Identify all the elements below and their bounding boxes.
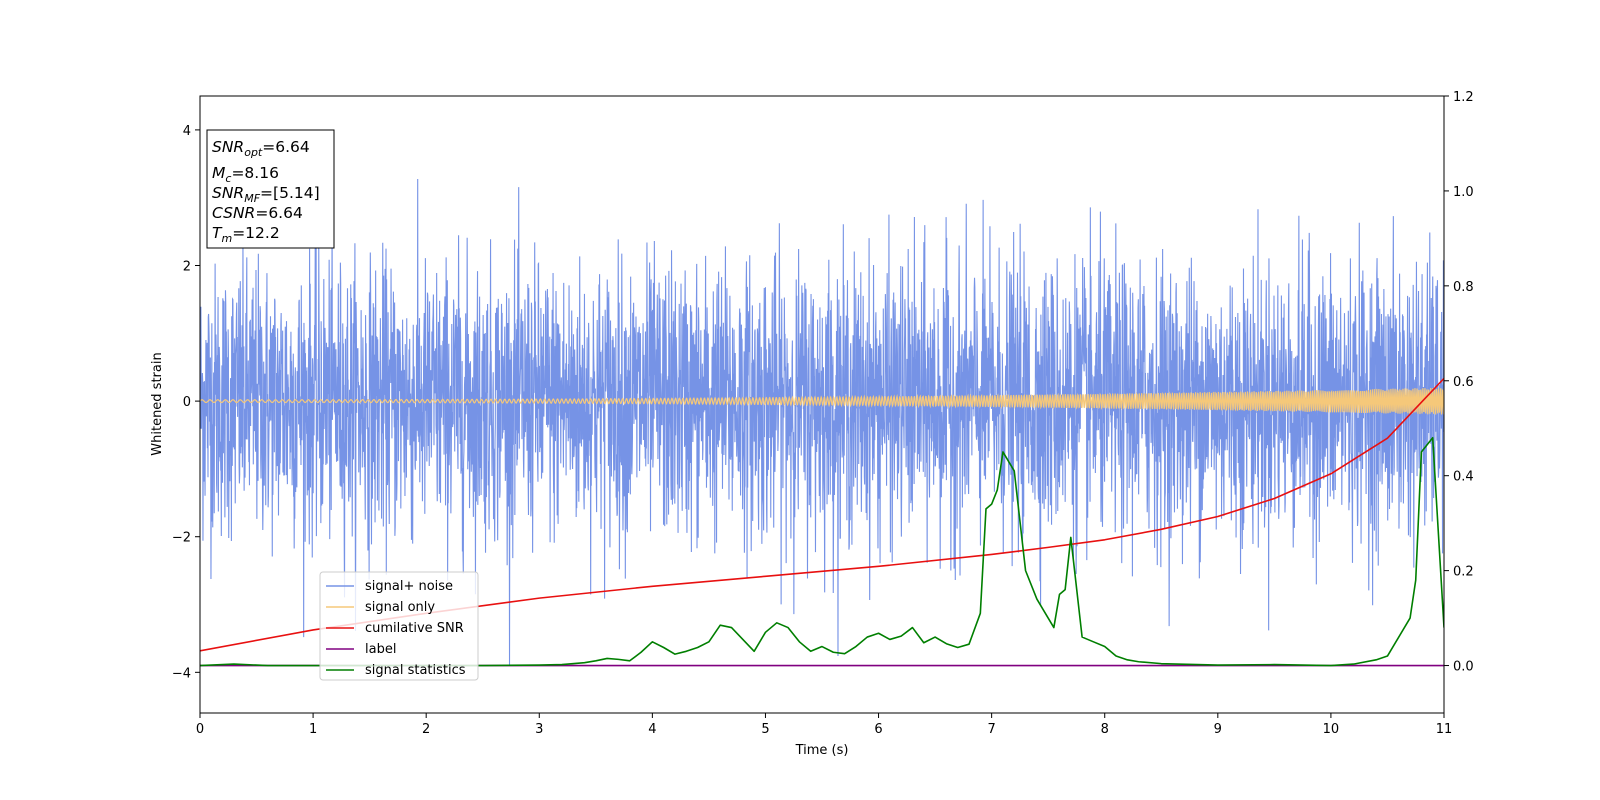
- y-axis-label: Whitened strain: [150, 352, 165, 455]
- x-tick-label: 9: [1214, 722, 1222, 737]
- series-signal-only: [200, 387, 1444, 415]
- x-tick-label: 5: [761, 722, 769, 737]
- series-cumulative-snr: [200, 377, 1444, 652]
- y-left-tick-label: −2: [172, 531, 191, 546]
- legend-label-cumulative-snr: cumilative SNR: [365, 621, 464, 636]
- info-box-frame: [206, 129, 335, 249]
- y-right-tick-label: 0.6: [1453, 375, 1474, 390]
- y-right-tick-label: 0.4: [1453, 470, 1474, 485]
- y-right-tick-label: 1.0: [1453, 185, 1474, 200]
- legend-label-signal-only: signal only: [365, 600, 435, 615]
- y-right-tick-label: 0.8: [1453, 280, 1474, 295]
- x-tick-label: 3: [535, 722, 543, 737]
- info-snr-mf: SNRMF=[5.14]: [212, 184, 320, 205]
- legend-frame: [319, 571, 479, 681]
- x-tick-label: 6: [874, 722, 882, 737]
- info-tm: Tm=12.2: [212, 224, 280, 245]
- x-tick-label: 8: [1101, 722, 1109, 737]
- plot-frame: [199, 95, 1445, 714]
- x-tick-label: 10: [1323, 722, 1340, 737]
- legend: signal+ noise signal only cumilative SNR…: [319, 571, 479, 681]
- y-left-tick-label: −4: [172, 666, 191, 681]
- legend-label-signal-statistics: signal statistics: [365, 663, 466, 678]
- legend-label-label: label: [365, 642, 396, 657]
- x-tick-label: 4: [648, 722, 656, 737]
- info-csnr: CSNR=6.64: [212, 204, 303, 222]
- x-axis-label: Time (s): [795, 743, 849, 758]
- info-box: SNRopt=6.64 Mc=8.16 SNRMF=[5.14] CSNR=6.…: [206, 129, 335, 249]
- y-left-tick-label: 0: [183, 395, 191, 410]
- y-axis-right: 1.2 1.0 0.8 0.6 0.4 0.2 0.0: [1444, 90, 1474, 675]
- y-right-tick-label: 0.2: [1453, 565, 1474, 580]
- legend-label-signal-noise: signal+ noise: [365, 579, 453, 594]
- y-left-tick-label: 2: [183, 260, 191, 275]
- x-tick-label: 0: [196, 722, 204, 737]
- x-tick-label: 7: [987, 722, 995, 737]
- x-tick-label: 1: [309, 722, 317, 737]
- x-tick-label: 11: [1436, 722, 1453, 737]
- x-tick-label: 2: [422, 722, 430, 737]
- y-left-tick-label: 4: [183, 124, 191, 139]
- series-signal-statistics: [200, 436, 1444, 667]
- y-right-tick-label: 0.0: [1453, 660, 1474, 675]
- y-right-tick-label: 1.2: [1453, 90, 1474, 105]
- x-axis: 0 1 2 3 4 5 6 7 8 9 10 11: [196, 713, 1452, 737]
- info-mc: Mc=8.16: [212, 164, 279, 185]
- info-snr-opt: SNRopt=6.64: [212, 138, 310, 159]
- y-axis-left: 4 2 0 −2 −4: [172, 124, 200, 681]
